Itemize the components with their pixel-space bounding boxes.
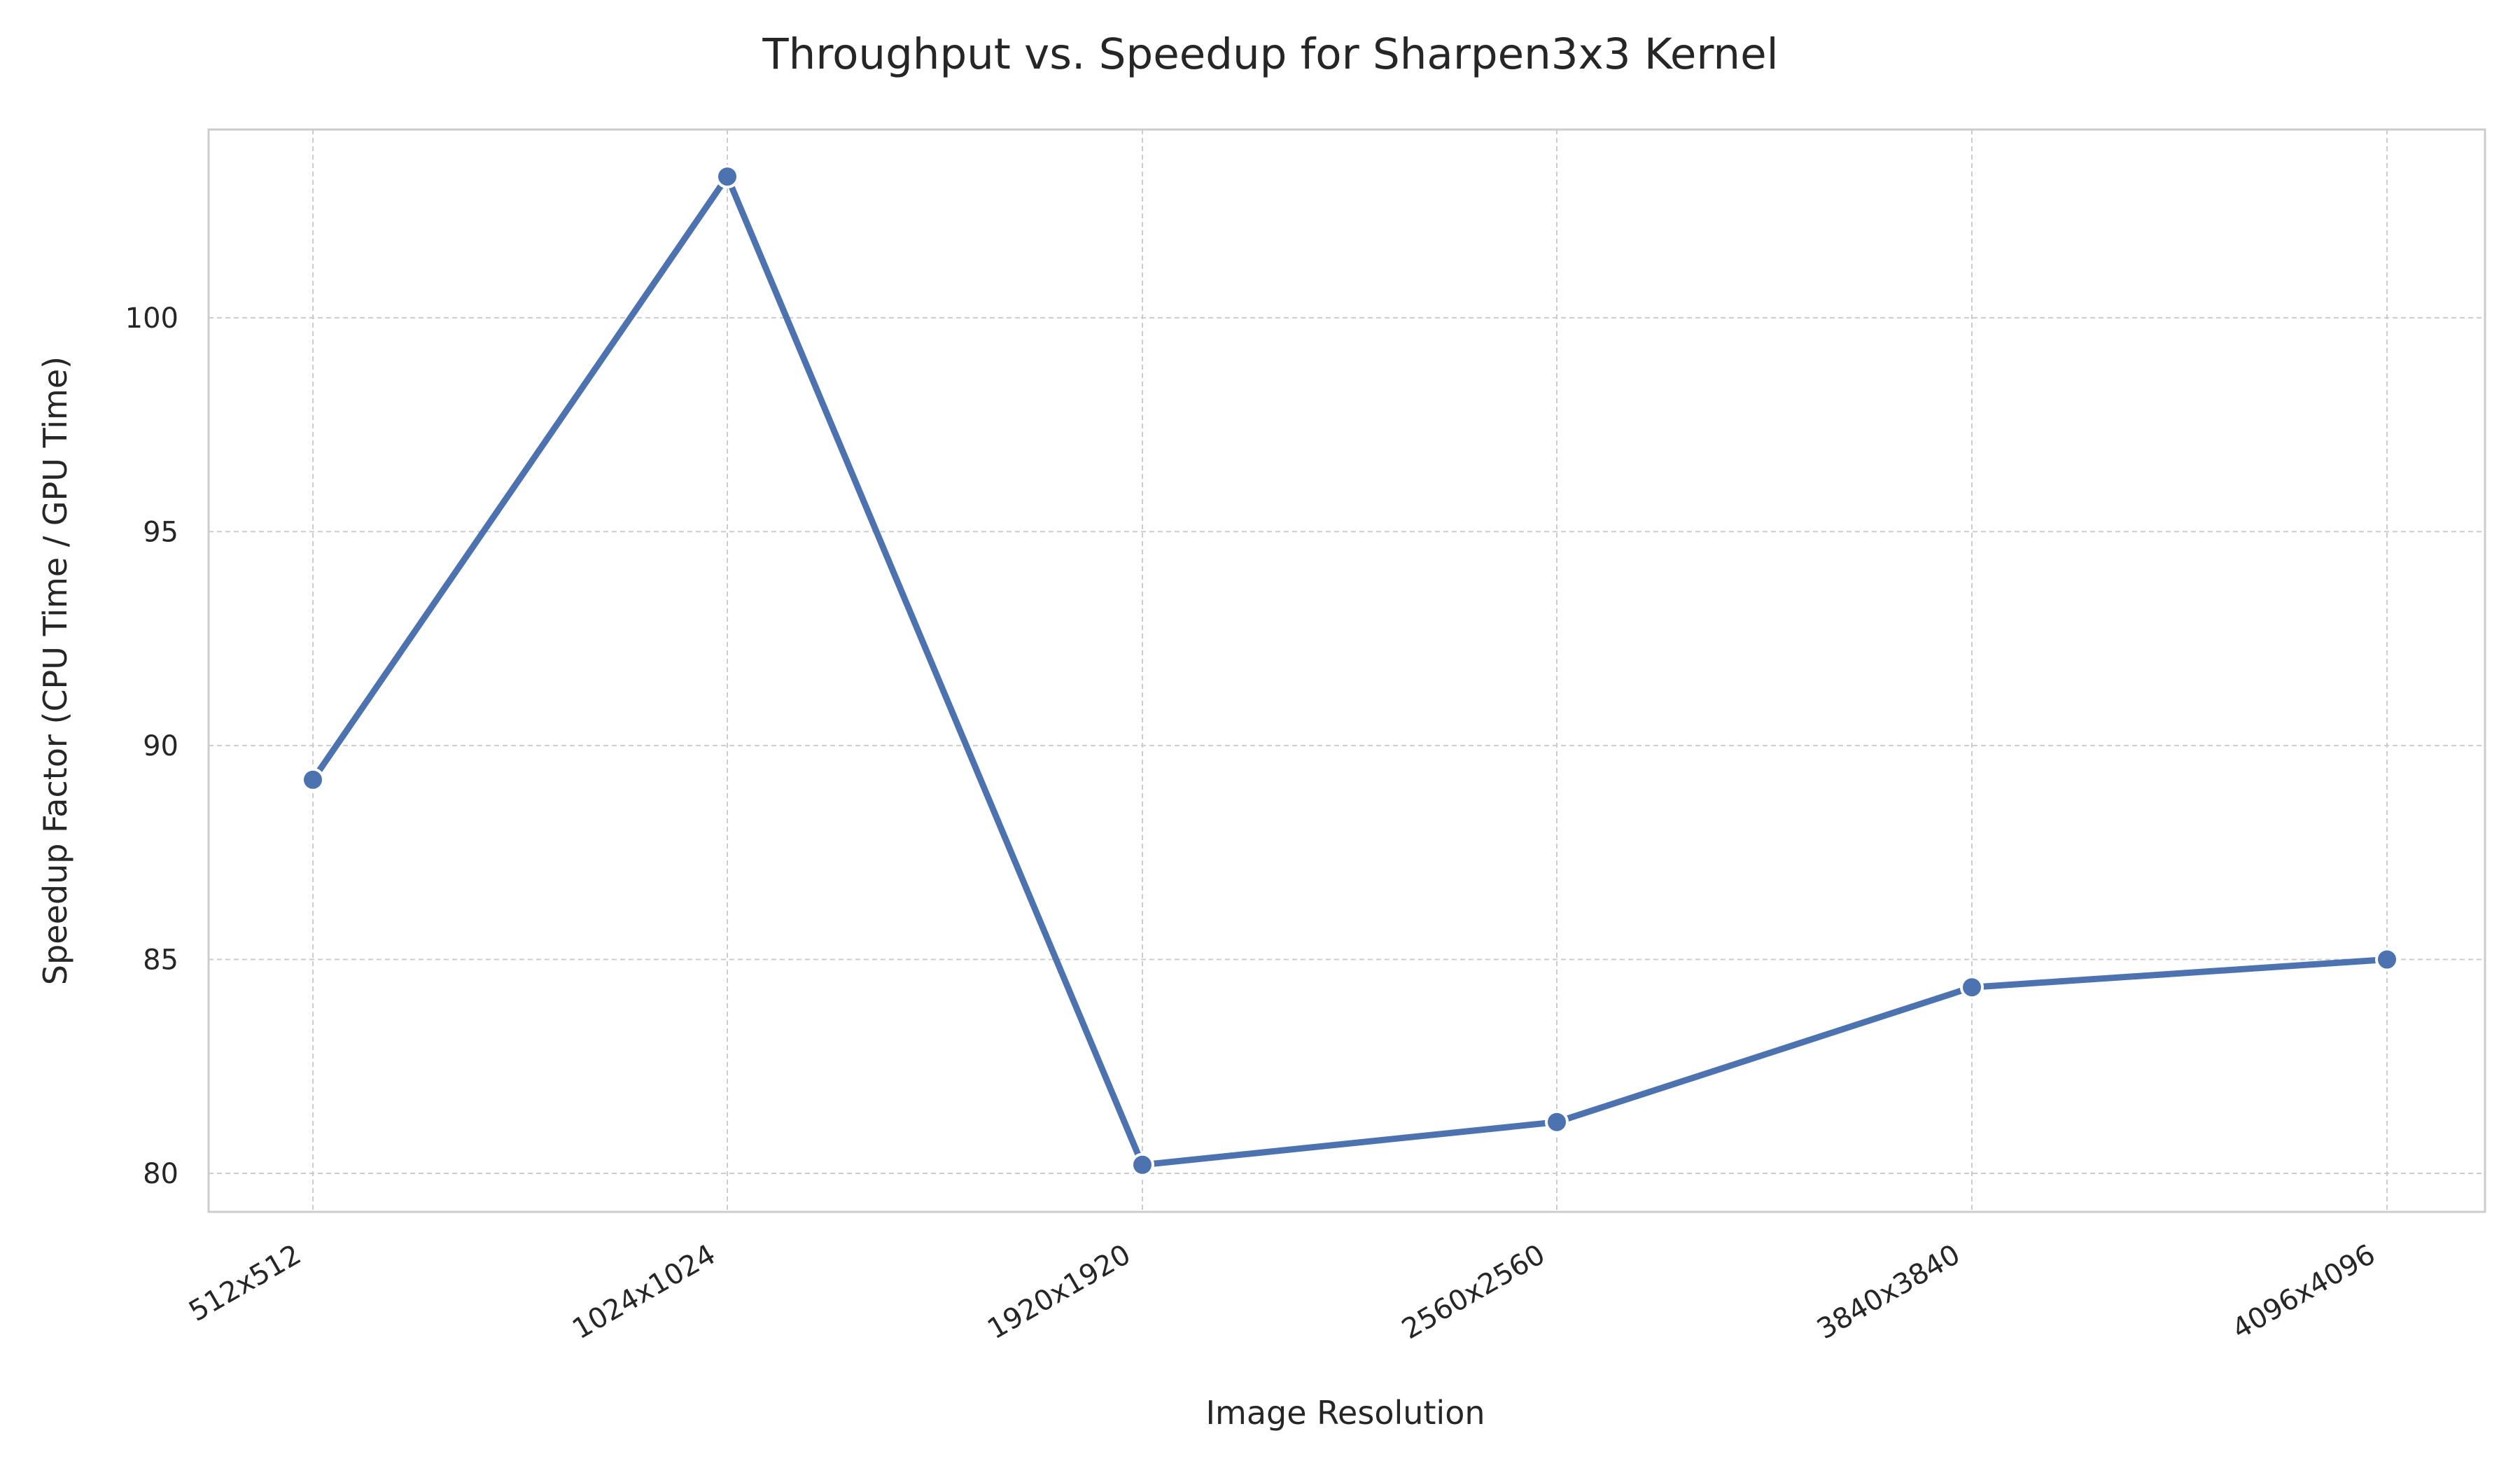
x-tick-label: 4096x4096	[2227, 1238, 2381, 1346]
y-tick-label: 95	[143, 516, 178, 548]
grid-lines	[209, 130, 2485, 1212]
data-point	[2375, 947, 2399, 972]
x-tick-label: 2560x2560	[1396, 1238, 1550, 1346]
data-point	[715, 165, 739, 189]
x-tick-label: 1920x1920	[982, 1238, 1136, 1346]
x-tick-label: 3840x3840	[1812, 1238, 1966, 1346]
x-tick-label: 512x512	[183, 1238, 307, 1328]
x-axis-ticks: 512x512 1024x1024 1920x1920 2560x2560 3840x3…	[183, 1238, 2381, 1346]
data-point	[1130, 1152, 1154, 1177]
y-axis-ticks: 80 85 90 95 100	[125, 302, 178, 1190]
data-point	[1545, 1110, 1569, 1134]
data-point	[1960, 975, 1984, 1000]
series-line	[309, 173, 2390, 1168]
plot-frame	[207, 128, 2486, 1213]
y-tick-label: 90	[143, 730, 178, 762]
y-tick-label: 85	[143, 944, 178, 976]
y-tick-label: 100	[125, 302, 178, 335]
x-tick-label: 1024x1024	[567, 1238, 721, 1346]
data-point	[301, 767, 325, 792]
series-layer	[301, 165, 2399, 1177]
x-axis-label: Image Resolution	[1205, 1394, 1485, 1432]
y-tick-label: 80	[143, 1158, 178, 1190]
chart-title: Throughput vs. Speedup for Sharpen3x3 Ke…	[762, 29, 1778, 79]
y-axis-label: Speedup Factor (CPU Time / GPU Time)	[36, 356, 74, 985]
